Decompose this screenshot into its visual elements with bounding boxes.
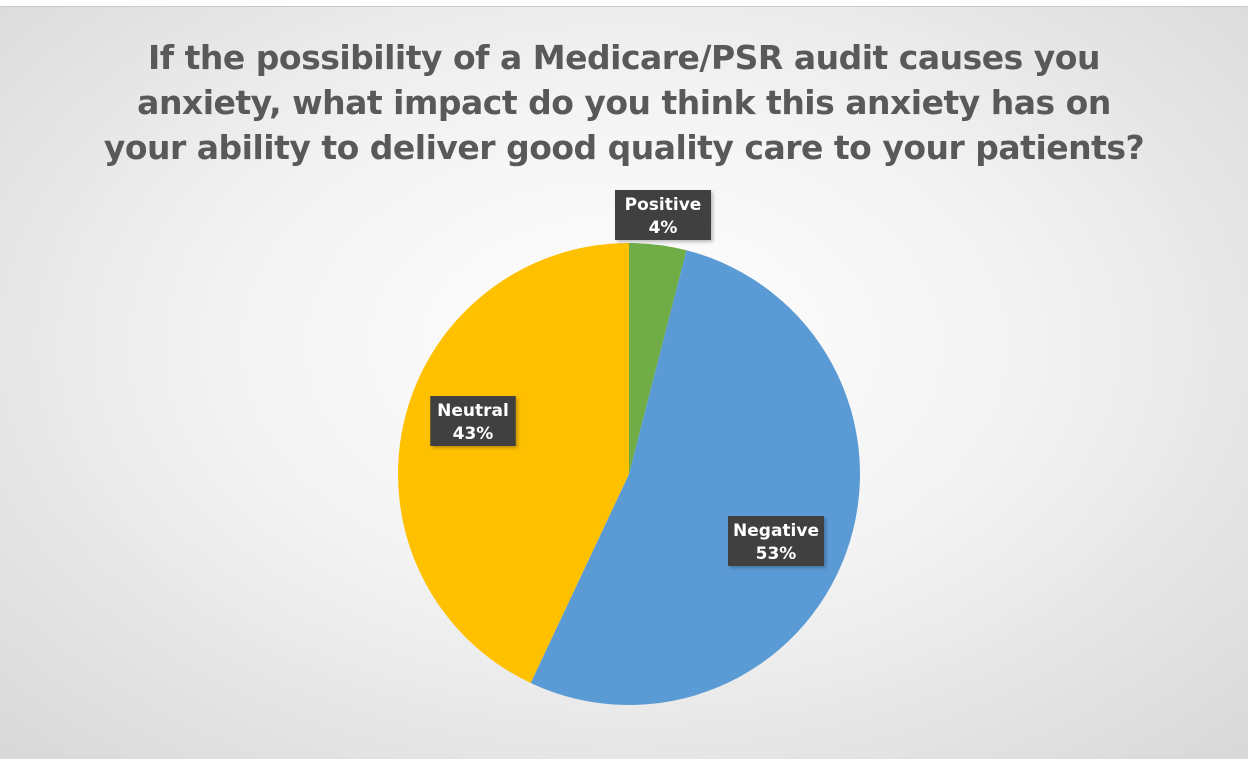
chart-title-line-2: anxiety, what impact do you think this a…: [137, 83, 1111, 122]
pie-slices: [397, 243, 860, 705]
chart-title-line-3: your ability to deliver good quality car…: [103, 128, 1145, 167]
data-label-value: 43%: [453, 424, 494, 444]
chart-title: If the possibility of a Medicare/PSR aud…: [0, 35, 1248, 170]
data-label-value: 4%: [649, 218, 678, 238]
data-label-box: [728, 516, 824, 566]
data-label-category: Negative: [733, 521, 819, 541]
chart-title-line-1: If the possibility of a Medicare/PSR aud…: [148, 38, 1100, 77]
pie-data-labels: Positive 4% Negative 53% Neutral 43%: [430, 190, 824, 566]
data-label-negative: Negative 53%: [728, 516, 824, 566]
data-label-neutral: Neutral 43%: [430, 396, 516, 446]
data-label-value: 53%: [756, 544, 797, 564]
pie-slice-negative: [530, 250, 860, 705]
data-label-box: [430, 396, 516, 446]
data-label-category: Positive: [625, 195, 702, 215]
data-label-category: Neutral: [437, 401, 509, 421]
pie-slice-positive: [629, 243, 687, 474]
pie-slice-neutral: [397, 243, 629, 684]
data-label-box: [615, 190, 711, 240]
data-label-positive: Positive 4%: [615, 190, 711, 240]
